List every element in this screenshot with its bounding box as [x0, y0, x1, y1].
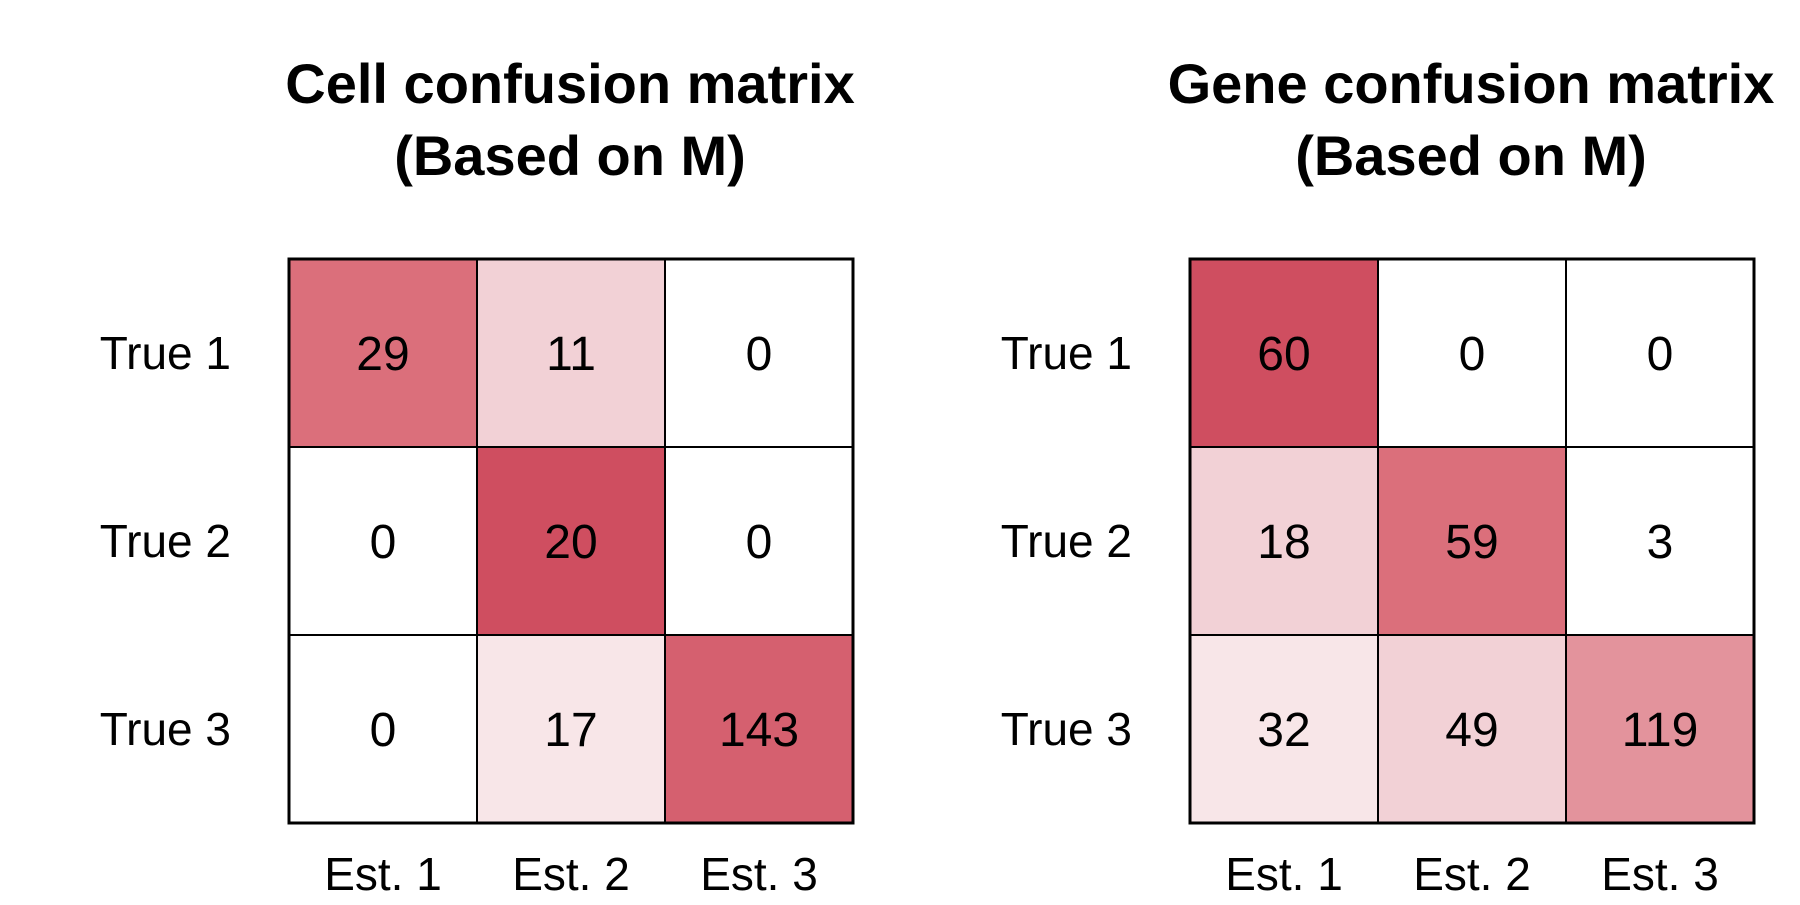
- row-label: True 2: [1001, 515, 1132, 567]
- column-label: Est. 3: [700, 848, 818, 900]
- cell-value-label: 143: [719, 704, 799, 757]
- row-label: True 3: [1001, 703, 1132, 755]
- cell-value-label: 3: [1647, 516, 1674, 569]
- cell-value-label: 0: [1647, 328, 1674, 381]
- cell-value-label: 49: [1445, 704, 1498, 757]
- heatmap-cell: [1565, 634, 1755, 824]
- column-label: Est. 2: [1413, 848, 1531, 900]
- chart-title-line-1: Cell confusion matrix: [285, 52, 854, 115]
- heatmap-cell: [1189, 634, 1379, 824]
- heatmap-cell: [1189, 258, 1379, 448]
- heatmap-cell: [476, 258, 666, 448]
- row-label: True 1: [1001, 327, 1132, 379]
- heatmap-cell: [1377, 258, 1567, 448]
- matrix-frame: [1188, 257, 1756, 825]
- chart-title-line-1: Gene confusion matrix: [1168, 52, 1775, 115]
- heatmap-cell: [1377, 634, 1567, 824]
- cell-value-label: 0: [1459, 328, 1486, 381]
- heatmap-cell: [288, 258, 478, 448]
- row-label: True 2: [100, 515, 231, 567]
- matrix-panel-2: Gene confusion matrix (Based on M) 60 0 0 18 5…: [1001, 52, 1775, 900]
- cell-value-label: 0: [370, 516, 397, 569]
- heatmap-cell: [288, 446, 478, 636]
- cell-value-label: 0: [746, 516, 773, 569]
- heatmap-cell: [476, 446, 666, 636]
- cell-value-label: 0: [746, 328, 773, 381]
- row-label: True 3: [100, 703, 231, 755]
- cell-value-label: 59: [1445, 516, 1498, 569]
- chart-title-line-2: (Based on M): [394, 124, 746, 187]
- heatmap-cell: [1565, 446, 1755, 636]
- cell-value-label: 119: [1622, 704, 1699, 757]
- heatmap-cell: [1189, 446, 1379, 636]
- cell-value-label: 17: [544, 704, 597, 757]
- column-label: Est. 1: [324, 848, 442, 900]
- cell-value-label: 0: [370, 704, 397, 757]
- cell-value-label: 60: [1257, 328, 1310, 381]
- heatmap-cell: [476, 634, 666, 824]
- matrix-frame: [287, 257, 855, 825]
- row-label: True 1: [100, 327, 231, 379]
- cell-value-label: 20: [544, 516, 597, 569]
- column-label: Est. 3: [1601, 848, 1719, 900]
- cell-value-label: 18: [1257, 516, 1310, 569]
- heatmap-cell: [1377, 446, 1567, 636]
- heatmap-cell: [664, 446, 854, 636]
- heatmap-cell: [1565, 258, 1755, 448]
- column-label: Est. 1: [1225, 848, 1343, 900]
- chart-title-line-2: (Based on M): [1295, 124, 1647, 187]
- cell-value-label: 11: [546, 328, 596, 381]
- matrix-panel-1: Cell confusion matrix (Based on M) 29 11 0 0 2…: [100, 52, 855, 900]
- cell-value-label: 29: [356, 328, 409, 381]
- column-label: Est. 2: [512, 848, 630, 900]
- cell-value-label: 32: [1257, 704, 1310, 757]
